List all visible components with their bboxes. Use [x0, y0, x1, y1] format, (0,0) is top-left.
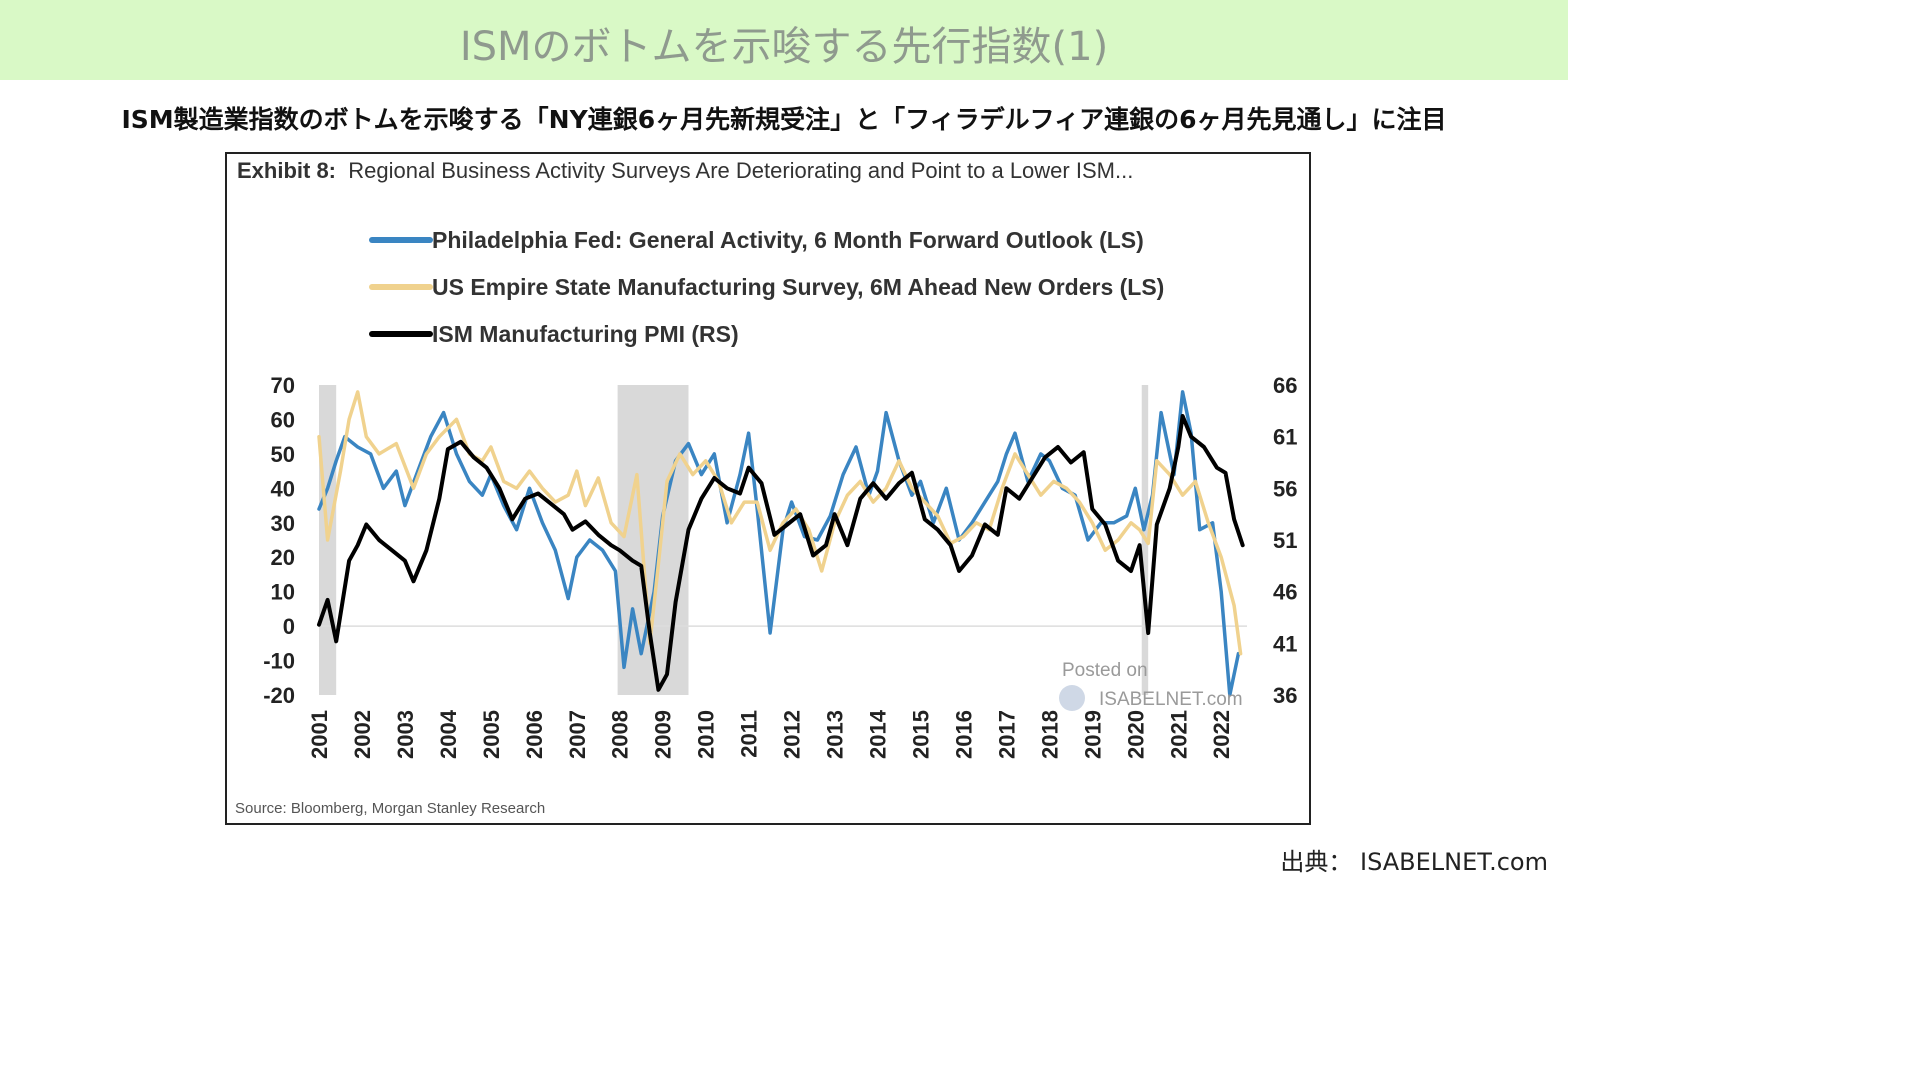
x-tick-label: 2013	[823, 710, 848, 759]
left-tick-label: 70	[271, 373, 295, 398]
left-tick-label: 30	[271, 511, 295, 536]
x-tick-label: 2019	[1080, 710, 1105, 759]
watermark-line1: Posted on	[1062, 660, 1148, 681]
x-tick-label: 2022	[1209, 710, 1234, 759]
legend-label-2: ISM Manufacturing PMI (RS)	[432, 321, 739, 347]
x-tick-label: 2007	[565, 710, 590, 759]
watermark-globe-icon	[1059, 685, 1085, 711]
x-tick-label: 2004	[436, 709, 461, 759]
right-tick-label: 56	[1273, 476, 1297, 501]
credit: 出典： ISABELNET.com	[1280, 848, 1548, 876]
x-tick-label: 2003	[393, 710, 418, 759]
watermark-line2: ISABELNET.com	[1099, 689, 1243, 710]
x-tick-label: 2005	[479, 710, 504, 759]
x-axis-ticks: 2001 2002 2003 2004 2005 2006 2007 2008 2009 2010…	[307, 709, 1234, 759]
left-tick-label: 60	[271, 407, 295, 432]
x-tick-label: 2009	[651, 710, 676, 759]
right-tick-label: 66	[1273, 373, 1297, 398]
left-tick-label: 10	[271, 580, 295, 605]
left-tick-label: -20	[263, 683, 295, 708]
x-tick-label: 2018	[1037, 710, 1062, 759]
exhibit-frame: 70 60 50 40 30 20 10 0 -10 -20 66 61 56 51 46 41 36 200…	[225, 152, 1311, 825]
left-tick-label: 0	[283, 614, 295, 639]
legend-label-0: Philadelphia Fed: General Activity, 6 Mo…	[432, 227, 1144, 253]
series-line-2	[317, 414, 1245, 692]
x-tick-label: 2006	[522, 710, 547, 759]
x-tick-label: 2020	[1123, 710, 1148, 759]
left-tick-label: 40	[271, 476, 295, 501]
x-tick-label: 2017	[994, 710, 1019, 759]
x-tick-label: 2011	[737, 710, 762, 758]
right-tick-label: 41	[1273, 631, 1297, 656]
x-tick-label: 2015	[909, 710, 934, 759]
x-tick-label: 2002	[350, 710, 375, 759]
right-tick-label: 61	[1273, 425, 1297, 450]
exhibit-label: Exhibit 8:	[237, 158, 337, 183]
right-tick-label: 36	[1273, 683, 1297, 708]
right-tick-label: 46	[1273, 580, 1297, 605]
x-tick-label: 2016	[951, 710, 976, 759]
watermark: Posted on ISABELNET.com	[1059, 660, 1243, 711]
x-tick-label: 2001	[307, 710, 332, 759]
page-subtitle: ISM製造業指数のボトムを示唆する「NY連銀6ヶ月先新規受注」と「フィラデルフィ…	[121, 105, 1447, 134]
legend-label-1: US Empire State Manufacturing Survey, 6M…	[432, 274, 1164, 300]
series-lines	[317, 390, 1245, 697]
left-tick-label: 20	[271, 545, 295, 570]
page-title: ISMのボトムを示唆する先行指数(1)	[459, 24, 1109, 70]
left-tick-label: -10	[263, 649, 295, 674]
legend: Philadelphia Fed: General Activity, 6 Mo…	[369, 227, 1164, 347]
header-band	[0, 0, 1568, 80]
exhibit-title-text: Regional Business Activity Surveys Are D…	[348, 158, 1134, 183]
right-axis-ticks: 66 61 56 51 46 41 36	[1273, 373, 1297, 708]
x-tick-label: 2010	[694, 710, 719, 759]
x-tick-label: 2008	[608, 710, 633, 759]
x-tick-label: 2012	[780, 710, 805, 759]
right-tick-label: 51	[1273, 528, 1297, 553]
x-tick-label: 2021	[1166, 710, 1191, 759]
source-note: Source: Bloomberg, Morgan Stanley Resear…	[235, 800, 546, 817]
left-tick-label: 50	[271, 442, 295, 467]
x-tick-label: 2014	[866, 709, 891, 759]
exhibit-title: Exhibit 8: Regional Business Activity Su…	[237, 158, 1133, 184]
left-axis-ticks: 70 60 50 40 30 20 10 0 -10 -20	[263, 373, 295, 708]
